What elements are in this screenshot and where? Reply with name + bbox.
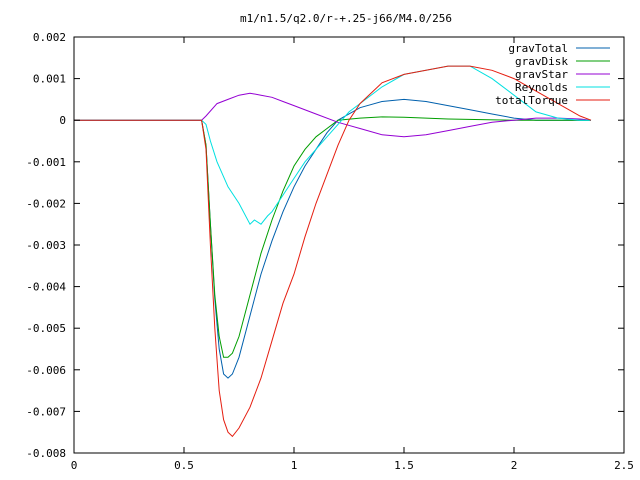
legend-label: gravStar bbox=[515, 68, 568, 81]
series-line-Reynolds bbox=[74, 65, 591, 226]
series-line-gravDisk bbox=[74, 116, 591, 358]
x-tick-label: 1 bbox=[291, 459, 298, 472]
y-tick-label: 0 bbox=[59, 114, 66, 127]
chart-title: m1/n1.5/q2.0/r-+.25-j66/M4.0/256 bbox=[240, 12, 452, 25]
y-tick-label: -0.003 bbox=[26, 239, 66, 252]
y-tick-label: 0.002 bbox=[33, 31, 66, 44]
y-tick-label: -0.006 bbox=[26, 364, 66, 377]
y-tick-label: 0.001 bbox=[33, 73, 66, 86]
y-tick-label: -0.004 bbox=[26, 281, 66, 294]
x-tick-label: 0.5 bbox=[174, 459, 194, 472]
x-tick-label: 1.5 bbox=[394, 459, 414, 472]
y-tick-label: -0.001 bbox=[26, 156, 66, 169]
y-tick-label: -0.005 bbox=[26, 322, 66, 335]
series-layer bbox=[74, 65, 592, 438]
legend-label: totalTorque bbox=[495, 94, 568, 107]
legend-label: Reynolds bbox=[515, 81, 568, 94]
legend-label: gravTotal bbox=[508, 42, 568, 55]
series-line-totalTorque bbox=[74, 65, 592, 438]
x-tick-label: 2.5 bbox=[614, 459, 634, 472]
axis-ticks: 0 0.5 1 1.5 2 2.5 0.002 0.001 0 -0.001 -0.002 -0.00… bbox=[26, 31, 634, 472]
plot-frame bbox=[73, 36, 625, 454]
x-tick-label: 2 bbox=[511, 459, 518, 472]
legend: gravTotalgravDiskgravStarReynoldstotalTo… bbox=[495, 42, 610, 107]
y-tick-label: -0.007 bbox=[26, 405, 66, 418]
legend-label: gravDisk bbox=[515, 55, 568, 68]
y-tick-label: -0.008 bbox=[26, 447, 66, 460]
series-line-gravStar bbox=[74, 92, 592, 138]
y-tick-label: -0.002 bbox=[26, 197, 66, 210]
x-tick-label: 0 bbox=[71, 459, 78, 472]
series-line-gravTotal bbox=[74, 98, 591, 379]
